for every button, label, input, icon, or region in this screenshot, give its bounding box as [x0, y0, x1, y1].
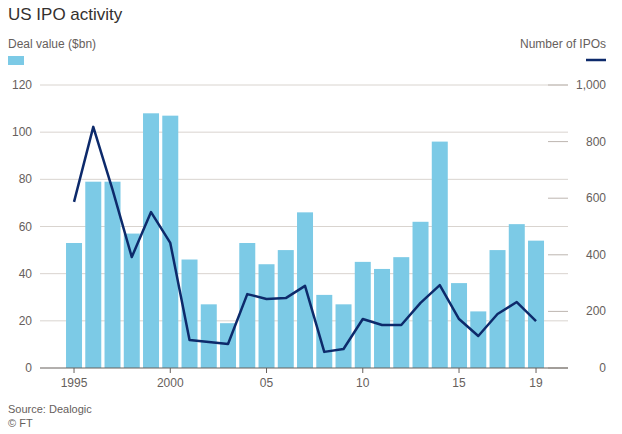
- legend-swatch: [8, 56, 24, 65]
- tick-label: 1995: [61, 376, 88, 390]
- tick-mark: [459, 368, 460, 373]
- tick-label: 05: [260, 376, 274, 390]
- tick-label: 20: [19, 314, 33, 328]
- grid-line: [40, 132, 568, 133]
- tick-label: 400: [586, 248, 606, 262]
- tick-label: 200: [586, 304, 606, 318]
- bar: [393, 257, 409, 368]
- tick-mark: [548, 311, 568, 312]
- bar: [85, 182, 101, 368]
- bar: [374, 269, 390, 368]
- grid-line: [40, 85, 568, 86]
- tick-label: 10: [356, 376, 370, 390]
- tick-label: 1,000: [576, 78, 606, 92]
- line: [74, 127, 536, 352]
- bar: [509, 224, 525, 368]
- tick-mark: [266, 368, 267, 373]
- tick-label: 19: [529, 376, 543, 390]
- tick-label: 100: [12, 125, 32, 139]
- tick-label: 800: [586, 135, 606, 149]
- grid-line: [40, 179, 568, 180]
- bar: [278, 250, 294, 368]
- axis-label: Deal value ($bn): [8, 37, 96, 51]
- tick-mark: [548, 254, 568, 255]
- legend-swatch: [586, 59, 606, 62]
- bar: [413, 222, 429, 368]
- tick-mark: [74, 368, 75, 373]
- bar: [259, 264, 275, 368]
- tick-mark: [548, 198, 568, 199]
- bar: [355, 262, 371, 368]
- tick-label: 15: [452, 376, 466, 390]
- credit: © FT: [8, 417, 33, 429]
- chart: US IPO activity Deal value ($bn) Number of…: [0, 0, 622, 434]
- tick-mark: [536, 368, 537, 373]
- tick-mark: [548, 85, 568, 86]
- plot-area: [66, 113, 544, 368]
- tick-mark: [362, 368, 363, 373]
- tick-label: 80: [19, 172, 33, 186]
- bar: [432, 142, 448, 368]
- tick-label: 40: [19, 267, 33, 281]
- bar: [336, 304, 352, 368]
- axis-label: Number of IPOs: [520, 37, 606, 51]
- bar: [201, 304, 217, 368]
- tick-label: 0: [599, 361, 606, 375]
- bar: [470, 311, 486, 368]
- axis-line: [40, 368, 568, 369]
- bar: [66, 243, 82, 368]
- tick-mark: [170, 368, 171, 373]
- tick-label: 60: [19, 220, 33, 234]
- bar: [143, 113, 159, 368]
- tick-label: 120: [12, 78, 32, 92]
- tick-mark: [548, 141, 568, 142]
- source: Source: Dealogic: [8, 403, 92, 415]
- title: US IPO activity: [8, 5, 123, 24]
- tick-label: 600: [586, 191, 606, 205]
- tick-label: 2000: [157, 376, 184, 390]
- bar: [528, 241, 544, 368]
- tick-label: 0: [25, 361, 32, 375]
